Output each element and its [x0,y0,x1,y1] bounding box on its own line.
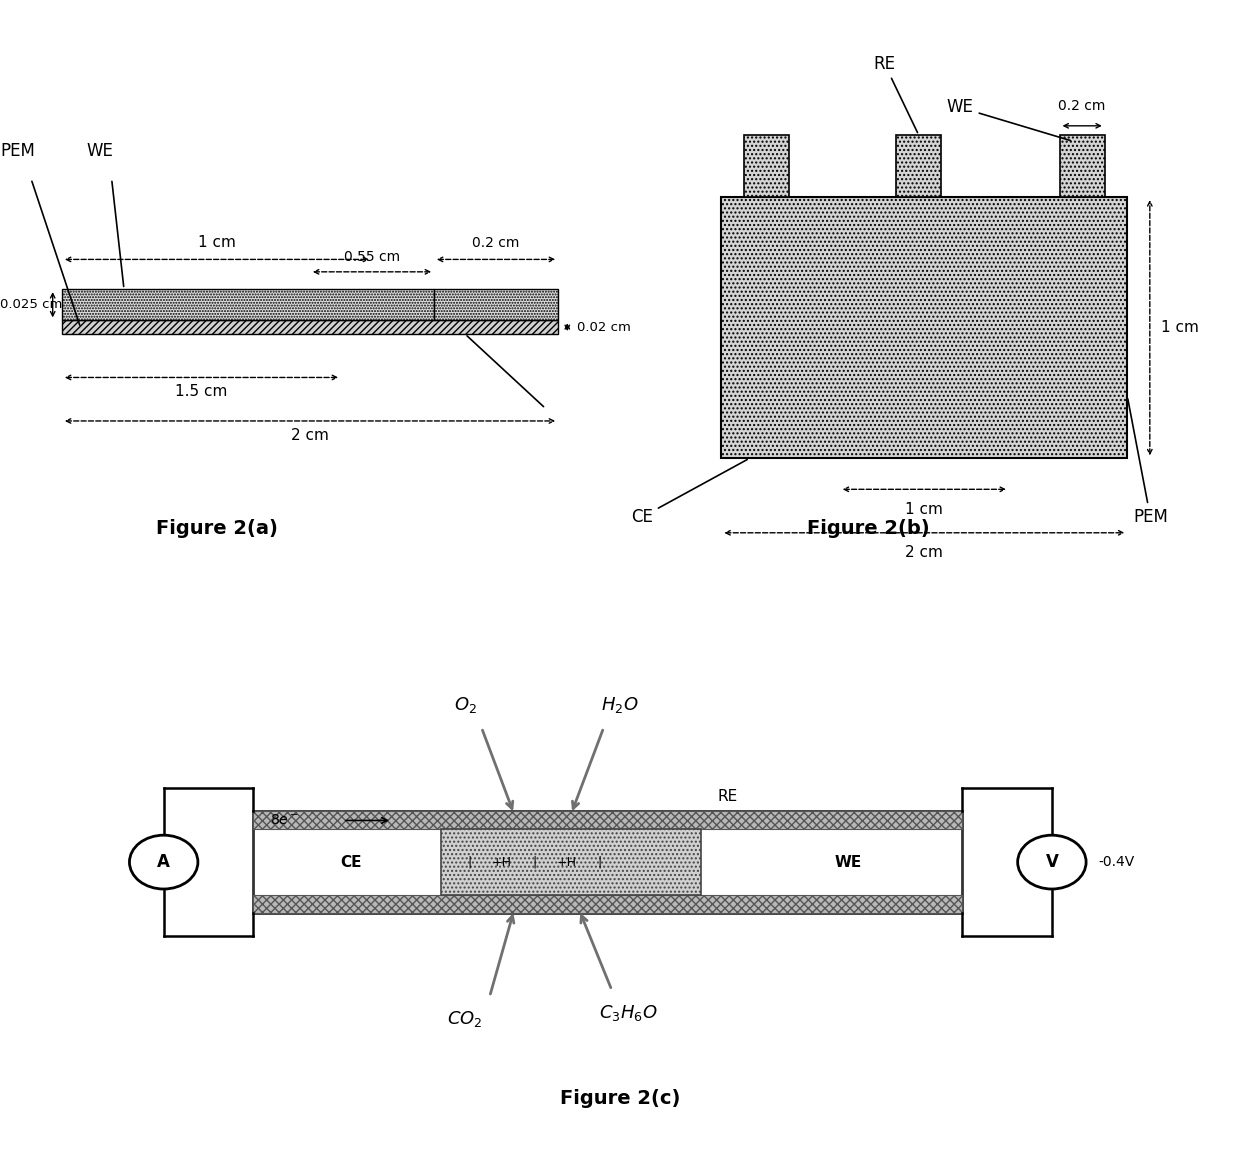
Circle shape [1018,835,1086,889]
Text: 0.2 cm: 0.2 cm [1059,99,1106,113]
Text: 0.02 cm: 0.02 cm [577,320,630,333]
Text: CE: CE [631,459,748,525]
Bar [434,289,558,320]
Text: Figure 2(c): Figure 2(c) [559,1089,681,1108]
Text: CE: CE [340,855,362,869]
Text: 2 cm: 2 cm [291,428,329,443]
Text: $H_2O$: $H_2O$ [601,694,639,715]
Text: $C_3H_6O$: $C_3H_6O$ [599,1003,657,1023]
Text: 1 cm: 1 cm [905,502,944,517]
Bar [440,828,702,896]
Text: |: | [598,855,601,869]
Text: +H: +H [492,855,512,869]
Text: +H: +H [557,855,577,869]
Bar [253,811,962,913]
Text: RE: RE [718,790,738,805]
Text: A: A [157,853,170,871]
Text: 1 cm: 1 cm [1161,320,1199,336]
Bar [62,320,558,334]
Bar [253,896,962,913]
Text: -0.4V: -0.4V [1099,855,1135,869]
Text: |: | [532,855,537,869]
Bar [253,811,962,828]
Text: RE: RE [874,55,918,133]
Text: 1.5 cm: 1.5 cm [175,384,228,400]
Text: 2 cm: 2 cm [905,545,944,560]
Text: WE: WE [835,855,862,869]
Bar [744,135,789,197]
Bar [897,135,941,197]
Text: $8e^-$: $8e^-$ [269,813,299,827]
Bar [62,289,434,320]
Text: 1 cm: 1 cm [198,235,236,250]
Text: Figure 2(a): Figure 2(a) [156,518,278,538]
Text: PEM: PEM [0,142,35,160]
Circle shape [129,835,198,889]
Bar [1060,135,1105,197]
Text: 0.025 cm: 0.025 cm [0,298,62,311]
Text: $CO_2$: $CO_2$ [448,1009,482,1030]
Text: WE: WE [87,142,114,160]
Text: 0.2 cm: 0.2 cm [472,236,520,250]
Text: $O_2$: $O_2$ [454,694,476,715]
Text: WE: WE [947,99,1070,141]
Text: 0.55 cm: 0.55 cm [343,249,401,263]
Text: PEM: PEM [1128,398,1168,525]
Text: V: V [1045,853,1058,871]
Bar [722,197,1127,458]
Text: |: | [467,855,471,869]
Text: Figure 2(b): Figure 2(b) [807,518,929,538]
